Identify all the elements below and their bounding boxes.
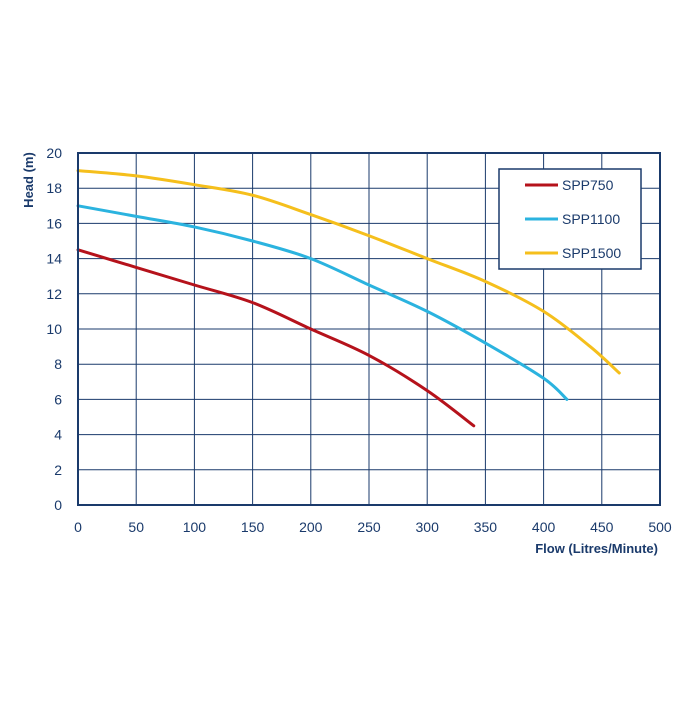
x-tick-label: 0 [74, 519, 82, 535]
y-axis-title: Head (m) [21, 152, 36, 208]
legend: SPP750 SPP1100 SPP1500 [498, 168, 642, 270]
x-tick-label: 300 [416, 519, 440, 535]
y-tick-label: 0 [54, 497, 62, 513]
y-tick-label: 6 [54, 391, 62, 407]
x-tick-label: 150 [241, 519, 265, 535]
legend-label-spp1500: SPP1500 [562, 245, 621, 261]
y-tick-label: 10 [46, 321, 62, 337]
legend-box [498, 168, 642, 270]
plot-frame [77, 152, 661, 506]
x-tick-label: 400 [532, 519, 556, 535]
y-tick-label: 16 [46, 215, 62, 231]
legend-label-spp750: SPP750 [562, 177, 614, 193]
y-tick-label: 2 [54, 462, 62, 478]
series-line-spp1500 [76, 169, 621, 375]
tick-layer: 0 50 100 150 200 250 300 350 400 450 500 0 2 4 6 8 10 12 1… [46, 145, 671, 535]
series-line-spp750 [76, 248, 476, 428]
series-layer [76, 169, 621, 428]
x-tick-label: 350 [474, 519, 498, 535]
y-tick-label: 14 [46, 251, 62, 267]
y-tick-label: 12 [46, 286, 62, 302]
x-tick-label: 100 [183, 519, 207, 535]
y-tick-label: 8 [54, 356, 62, 372]
x-tick-label: 200 [299, 519, 323, 535]
x-axis-title: Flow (Litres/Minute) [535, 541, 658, 556]
series-line-spp1100 [76, 204, 569, 401]
x-tick-label: 250 [357, 519, 381, 535]
x-tick-label: 500 [648, 519, 672, 535]
legend-label-spp1100: SPP1100 [562, 211, 620, 227]
x-tick-label: 450 [590, 519, 614, 535]
y-tick-label: 20 [46, 145, 62, 161]
y-tick-label: 4 [54, 427, 62, 443]
y-tick-label: 18 [46, 180, 62, 196]
x-tick-label: 50 [128, 519, 144, 535]
